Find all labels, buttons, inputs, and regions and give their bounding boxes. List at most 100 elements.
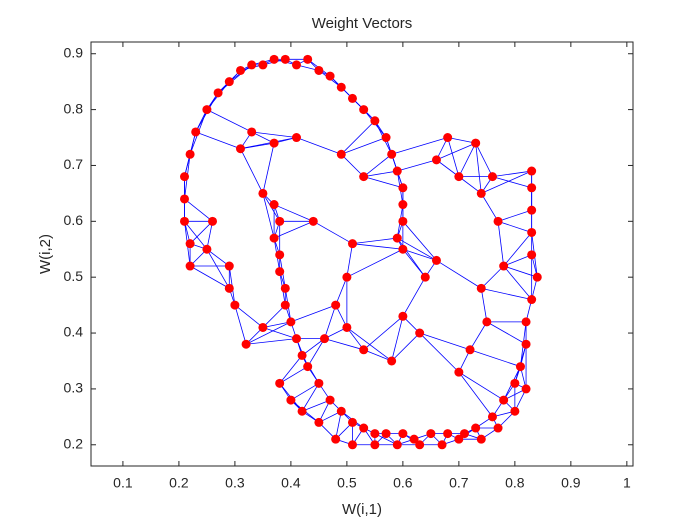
weight-point <box>454 367 464 377</box>
neighbor-link <box>346 327 392 362</box>
neighbor-link <box>341 120 376 155</box>
neighbor-link <box>352 237 398 245</box>
neighbor-link <box>352 243 403 250</box>
neighbor-link <box>206 248 230 267</box>
neighbor-link <box>447 137 460 177</box>
weight-point <box>258 322 268 332</box>
neighbor-link <box>346 243 353 278</box>
weight-point <box>527 183 537 193</box>
weight-point <box>269 200 279 210</box>
neighbor-link <box>436 260 482 289</box>
weight-point <box>426 429 436 439</box>
weight-point <box>269 138 279 148</box>
weight-point <box>359 423 369 433</box>
y-tick-label: 0.4 <box>64 324 84 340</box>
neighbor-link <box>301 399 331 412</box>
weight-point <box>454 172 464 182</box>
x-tick-label: 0.1 <box>113 475 133 491</box>
weight-point <box>291 133 301 143</box>
neighbor-link <box>475 142 493 177</box>
neighbor-link <box>341 137 387 155</box>
weight-point <box>185 261 195 271</box>
weight-point <box>325 71 335 81</box>
neighbor-link <box>363 176 403 189</box>
neighbor-link <box>189 265 230 289</box>
weight-point <box>527 205 537 215</box>
weight-point <box>303 362 313 372</box>
weight-point <box>487 172 497 182</box>
x-tick-label: 0.2 <box>169 475 189 491</box>
weight-point <box>482 317 492 327</box>
y-tick-label: 0.7 <box>64 156 84 172</box>
weight-point <box>208 216 218 226</box>
neighbor-link <box>497 221 505 267</box>
weight-point <box>370 429 380 439</box>
weight-point <box>392 233 402 243</box>
weight-point <box>319 334 329 344</box>
neighbor-link <box>475 143 482 194</box>
weight-point <box>224 283 234 293</box>
weight-point <box>443 429 453 439</box>
weight-point <box>471 138 481 148</box>
neighbor-link <box>363 349 392 362</box>
weight-point <box>325 395 335 405</box>
weight-point <box>527 166 537 176</box>
weight-point <box>431 155 441 165</box>
neighbor-link <box>273 220 314 239</box>
weight-point <box>398 200 408 210</box>
weight-point <box>297 350 307 360</box>
weight-point <box>493 216 503 226</box>
weight-point <box>510 378 520 388</box>
x-tick-label: 0.6 <box>393 475 413 491</box>
neighbor-link <box>391 332 420 362</box>
neighbor-link <box>503 265 538 278</box>
weight-point <box>398 244 408 254</box>
neighbor-link <box>240 148 264 194</box>
weight-point <box>387 356 397 366</box>
neighbor-link <box>262 327 297 340</box>
neighbor-link <box>301 383 320 412</box>
weight-point <box>241 339 251 349</box>
weight-point <box>336 149 346 159</box>
neighbor-link <box>313 220 353 245</box>
neighbor-link <box>419 332 471 351</box>
neighbor-link <box>335 411 342 440</box>
weight-point <box>527 250 537 260</box>
weight-point <box>180 194 190 204</box>
weight-point <box>521 317 531 327</box>
weight-point <box>420 272 430 282</box>
y-tick-label: 0.8 <box>64 100 84 116</box>
weight-point <box>258 188 268 198</box>
neighbor-link <box>279 366 308 384</box>
weight-point <box>280 283 290 293</box>
weight-point <box>314 65 324 75</box>
neighbor-link <box>402 276 426 317</box>
x-tick-label: 0.5 <box>337 475 357 491</box>
weight-point <box>275 378 285 388</box>
neighbor-link <box>363 170 398 178</box>
neighbor-link <box>245 321 292 345</box>
weight-point <box>465 345 475 355</box>
weight-point <box>286 395 296 405</box>
weight-point <box>527 295 537 305</box>
weight-point <box>521 384 531 394</box>
y-axis-label: W(i,2) <box>37 234 54 274</box>
weight-point <box>347 440 357 450</box>
weight-point <box>476 283 486 293</box>
neighbor-link <box>346 248 404 278</box>
neighbor-link <box>206 109 252 133</box>
neighbor-link <box>436 142 476 161</box>
weight-point <box>521 339 531 349</box>
weight-point <box>387 149 397 159</box>
neighbor-link <box>246 338 297 345</box>
weight-point <box>258 60 268 70</box>
weight-point <box>275 250 285 260</box>
neighbor-link <box>503 232 532 267</box>
neighbor-link <box>279 355 303 384</box>
weight-point <box>314 378 324 388</box>
weight-point <box>286 317 296 327</box>
weight-point <box>180 172 190 182</box>
neighbor-link <box>481 287 532 300</box>
weight-point <box>392 166 402 176</box>
